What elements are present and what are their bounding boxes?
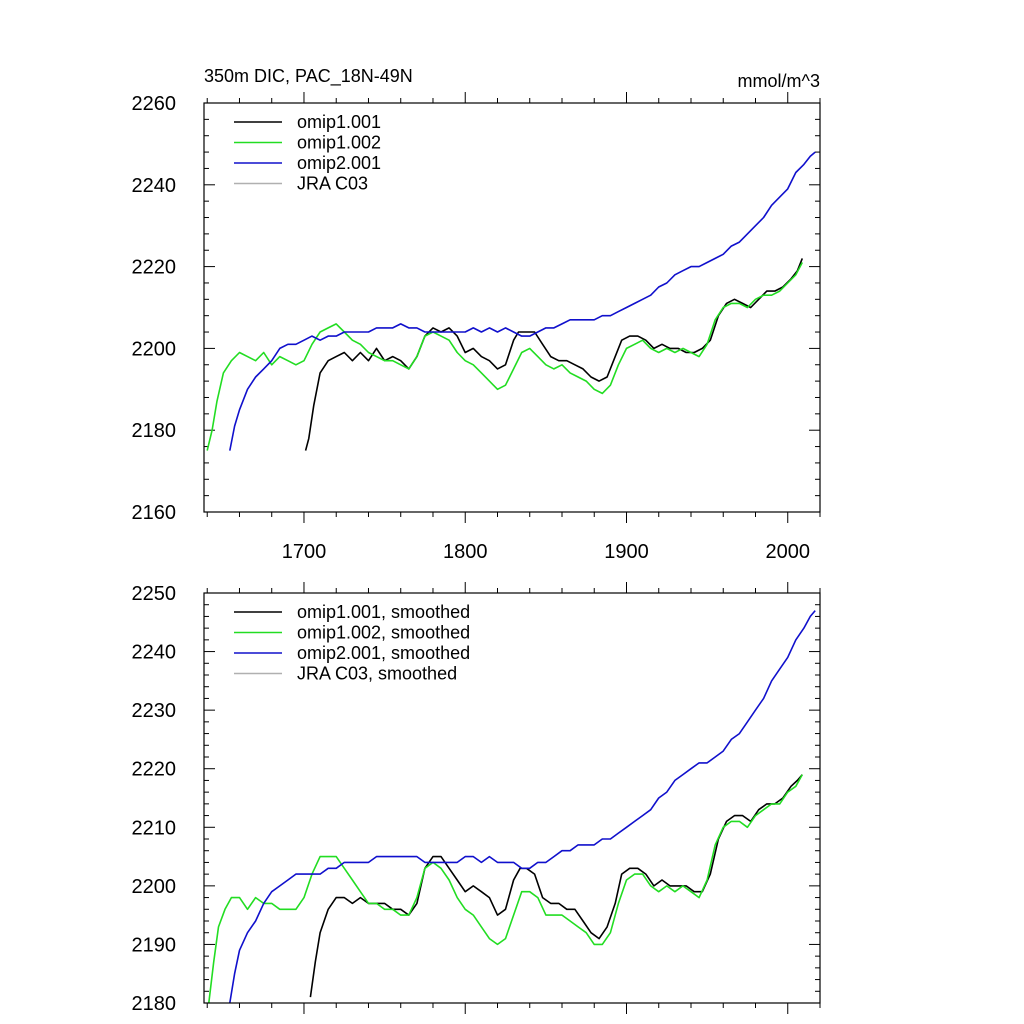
bottom-series-lines xyxy=(208,610,816,1004)
top-x-tick-labels: 1700 1800 1900 2000 xyxy=(282,541,810,563)
bottom-axis-ticks xyxy=(204,582,821,1014)
top-axis-ticks xyxy=(204,92,821,523)
top-series-line-omip1_001 xyxy=(304,258,804,451)
top-legend-label-omip2_001: omip2.001 xyxy=(297,153,381,173)
bottom-series-line-omip2_001 xyxy=(229,610,816,1004)
bottom-legend-label-omip2_001: omip2.001, smoothed xyxy=(297,643,470,663)
top-chart-units: mmol/m^3 xyxy=(738,71,820,91)
top-legend-label-jra_c03: JRA C03 xyxy=(297,174,368,194)
top-legend-label-omip1_001: omip1.001 xyxy=(297,112,381,132)
top-chart-title: 350m DIC, PAC_18N-49N xyxy=(204,66,413,87)
top-plot-frame xyxy=(203,102,821,513)
bottom-y-tick-labels: 2180 2190 2200 2210 2220 2230 2240 2250 xyxy=(132,583,177,1015)
bottom-y-tick-label: 2200 xyxy=(132,876,177,898)
bottom-y-tick-label: 2220 xyxy=(132,759,177,781)
bottom-y-tick-label: 2250 xyxy=(132,583,177,605)
bottom-plot-frame xyxy=(203,592,821,1004)
top-y-tick-label: 2260 xyxy=(132,93,177,115)
top-x-tick-label: 1900 xyxy=(604,541,649,563)
bottom-y-tick-label: 2210 xyxy=(132,817,177,839)
bottom-y-tick-label: 2240 xyxy=(132,642,177,664)
bottom-legend-label-omip1_002: omip1.002, smoothed xyxy=(297,623,470,643)
bottom-y-tick-label: 2190 xyxy=(132,934,177,956)
bottom-y-tick-label: 2230 xyxy=(132,700,177,722)
top-x-tick-label: 1700 xyxy=(282,541,327,563)
top-y-tick-label: 2160 xyxy=(132,502,177,524)
top-y-tick-label: 2240 xyxy=(132,175,177,197)
top-legend-label-omip1_002: omip1.002 xyxy=(297,133,381,153)
bottom-legend-label-omip1_001: omip1.001, smoothed xyxy=(297,602,470,622)
bottom-series-line-omip1_001 xyxy=(309,774,803,998)
top-chart-panel: 350m DIC, PAC_18N-49N mmol/m^3 216021802… xyxy=(132,66,821,563)
top-series-lines xyxy=(206,151,816,451)
bottom-y-tick-label: 2180 xyxy=(132,993,177,1015)
bottom-legend-label-jra_c03: JRA C03, smoothed xyxy=(297,664,457,684)
bottom-chart-panel: 2180 2190 2200 2210 2220 2230 2240 2250 omip1.0… xyxy=(132,582,821,1015)
top-y-tick-label: 2220 xyxy=(132,257,177,279)
top-y-tick-label: 2200 xyxy=(132,338,177,360)
top-y-tick-labels: 2160 2180 2200 2220 2240 2260 xyxy=(132,93,177,524)
top-y-tick-label: 2180 xyxy=(132,420,177,442)
bottom-series-line-omip1_002 xyxy=(208,774,803,1004)
top-x-tick-label: 1800 xyxy=(443,541,488,563)
top-series-line-omip1_002 xyxy=(206,262,804,451)
top-x-tick-label: 2000 xyxy=(765,541,810,563)
top-series-line-omip2_001 xyxy=(229,151,816,451)
